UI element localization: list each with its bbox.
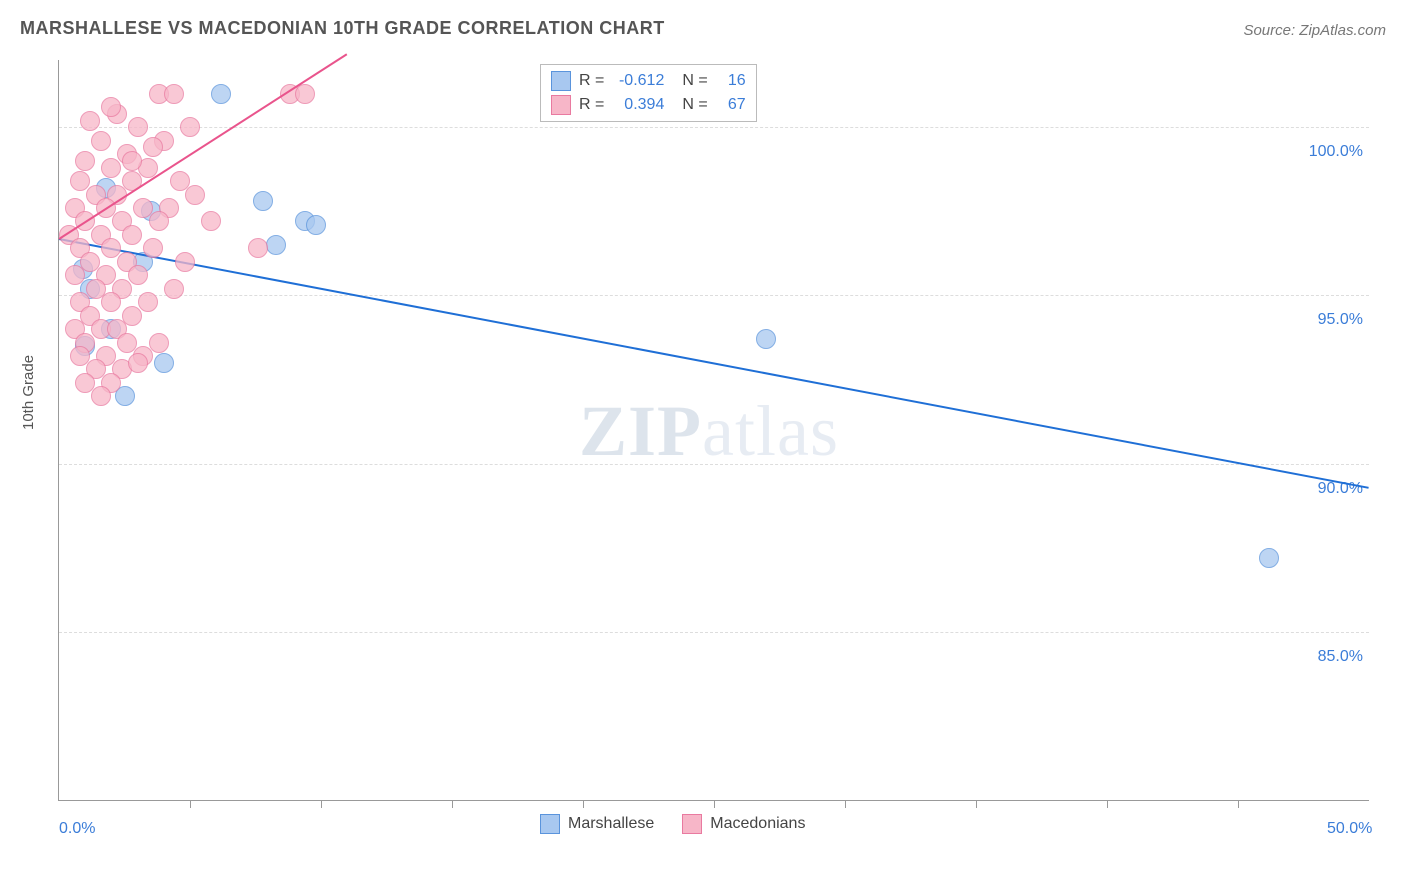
y-axis-label: 10th Grade (20, 355, 37, 430)
stats-row: R = 0.394 N = 67 (551, 93, 746, 117)
x-tick-label: 50.0% (1327, 820, 1372, 838)
source-attribution: Source: ZipAtlas.com (1243, 22, 1386, 39)
x-tick (1238, 800, 1239, 808)
x-tick (452, 800, 453, 808)
trend-line (59, 238, 1369, 489)
gridline (59, 295, 1369, 296)
y-tick-label: 95.0% (1318, 311, 1363, 329)
data-point (295, 84, 315, 104)
x-tick (714, 800, 715, 808)
chart-container: MARSHALLESE VS MACEDONIAN 10TH GRADE COR… (0, 0, 1406, 892)
n-label: N = (682, 96, 707, 114)
data-point (65, 265, 85, 285)
data-point (756, 329, 776, 349)
y-tick-label: 100.0% (1309, 143, 1363, 161)
n-value: 67 (716, 96, 746, 114)
watermark: ZIPatlas (579, 390, 839, 473)
data-point (91, 386, 111, 406)
stats-box: R = -0.612 N = 16 R = 0.394 N = 67 (540, 64, 757, 122)
data-point (164, 84, 184, 104)
y-tick-label: 85.0% (1318, 648, 1363, 666)
r-label: R = (579, 72, 604, 90)
data-point (306, 215, 326, 235)
legend-item: Macedonians (682, 814, 805, 834)
data-point (128, 265, 148, 285)
data-point (128, 117, 148, 137)
data-point (175, 252, 195, 272)
data-point (185, 185, 205, 205)
data-point (122, 306, 142, 326)
gridline (59, 464, 1369, 465)
x-tick (845, 800, 846, 808)
data-point (266, 235, 286, 255)
x-tick (976, 800, 977, 808)
data-point (149, 333, 169, 353)
data-point (138, 292, 158, 312)
gridline (59, 127, 1369, 128)
data-point (143, 137, 163, 157)
data-point (164, 279, 184, 299)
legend-label: Macedonians (710, 815, 805, 833)
r-label: R = (579, 96, 604, 114)
legend: Marshallese Macedonians (540, 814, 805, 834)
r-value: 0.394 (612, 96, 664, 114)
data-point (211, 84, 231, 104)
data-point (101, 292, 121, 312)
watermark-left: ZIP (579, 391, 702, 471)
data-point (180, 117, 200, 137)
series-swatch (551, 95, 571, 115)
data-point (253, 191, 273, 211)
data-point (154, 353, 174, 373)
stats-row: R = -0.612 N = 16 (551, 69, 746, 93)
legend-swatch (540, 814, 560, 834)
n-value: 16 (716, 72, 746, 90)
data-point (128, 353, 148, 373)
r-value: -0.612 (612, 72, 664, 90)
legend-item: Marshallese (540, 814, 654, 834)
legend-label: Marshallese (568, 815, 654, 833)
data-point (143, 238, 163, 258)
data-point (122, 225, 142, 245)
x-tick (583, 800, 584, 808)
data-point (75, 151, 95, 171)
chart-title: MARSHALLESE VS MACEDONIAN 10TH GRADE COR… (20, 18, 665, 39)
data-point (1259, 548, 1279, 568)
plot-area: ZIPatlas 85.0%90.0%95.0%100.0%0.0%50.0% (58, 60, 1369, 801)
gridline (59, 632, 1369, 633)
x-tick-label: 0.0% (59, 820, 95, 838)
legend-swatch (682, 814, 702, 834)
data-point (122, 151, 142, 171)
data-point (201, 211, 221, 231)
data-point (101, 97, 121, 117)
data-point (91, 131, 111, 151)
data-point (248, 238, 268, 258)
watermark-right: atlas (702, 391, 839, 471)
x-tick (190, 800, 191, 808)
n-label: N = (682, 72, 707, 90)
data-point (101, 158, 121, 178)
series-swatch (551, 71, 571, 91)
data-point (80, 111, 100, 131)
data-point (149, 211, 169, 231)
x-tick (321, 800, 322, 808)
x-tick (1107, 800, 1108, 808)
